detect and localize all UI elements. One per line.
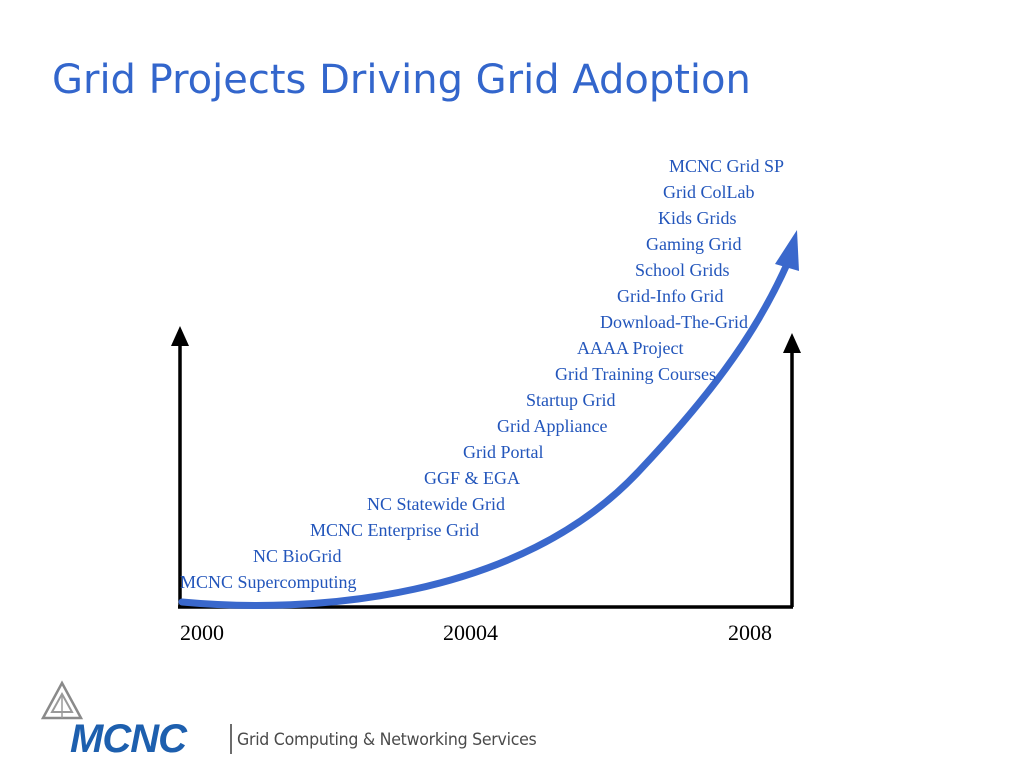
triangle-logo-icon bbox=[40, 680, 84, 720]
project-label: Startup Grid bbox=[526, 390, 616, 410]
brand-divider bbox=[230, 724, 232, 754]
project-label: Gaming Grid bbox=[646, 234, 742, 254]
project-label: Grid ColLab bbox=[663, 182, 755, 202]
brand-logo: MCNC bbox=[70, 717, 187, 761]
project-label: School Grids bbox=[635, 260, 730, 280]
project-label: MCNC Enterprise Grid bbox=[310, 520, 479, 540]
year-label-start: 2000 bbox=[180, 620, 224, 645]
project-label: Kids Grids bbox=[658, 208, 737, 228]
project-label: Download-The-Grid bbox=[600, 312, 748, 332]
year-label-mid: 20004 bbox=[443, 620, 498, 645]
right-axis-arrow-icon bbox=[783, 333, 801, 607]
growth-curve-arrow-icon bbox=[178, 230, 799, 609]
project-label: Grid Portal bbox=[463, 442, 544, 462]
year-label-end: 2008 bbox=[728, 620, 772, 645]
slide-title: Grid Projects Driving Grid Adoption bbox=[52, 57, 751, 103]
project-label: NC BioGrid bbox=[253, 546, 342, 566]
project-label: Grid Appliance bbox=[497, 416, 608, 436]
brand-tagline: Grid Computing & Networking Services bbox=[237, 730, 537, 750]
project-label: GGF & EGA bbox=[424, 468, 521, 488]
project-label: Grid Training Courses bbox=[555, 364, 717, 384]
left-axis-arrow-icon bbox=[171, 326, 189, 607]
project-label: MCNC Supercomputing bbox=[180, 572, 357, 592]
project-label: NC Statewide Grid bbox=[367, 494, 505, 514]
project-label: Grid-Info Grid bbox=[617, 286, 724, 306]
project-label: MCNC Grid SP bbox=[669, 156, 785, 176]
project-label: AAAA Project bbox=[577, 338, 684, 358]
